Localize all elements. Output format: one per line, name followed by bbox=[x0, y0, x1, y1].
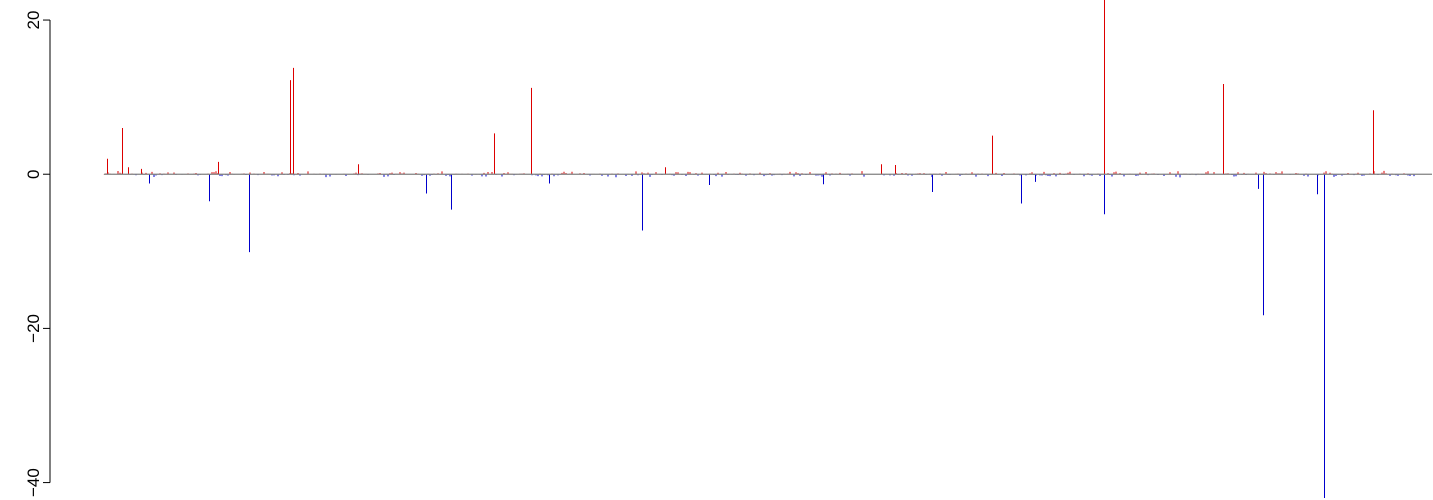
y-tick-label: −40 bbox=[24, 468, 43, 497]
y-tick-label: 0 bbox=[24, 169, 43, 178]
y-axis-ticks: 20 0 −20 −40 bbox=[24, 11, 50, 497]
bar-series bbox=[107, 0, 1374, 498]
y-tick-label: 20 bbox=[24, 11, 43, 30]
y-tick-label: −20 bbox=[24, 314, 43, 343]
